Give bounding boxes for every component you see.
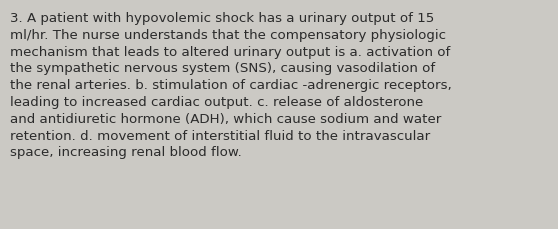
Text: 3. A patient with hypovolemic shock has a urinary output of 15
ml/hr. The nurse : 3. A patient with hypovolemic shock has … xyxy=(10,12,452,159)
